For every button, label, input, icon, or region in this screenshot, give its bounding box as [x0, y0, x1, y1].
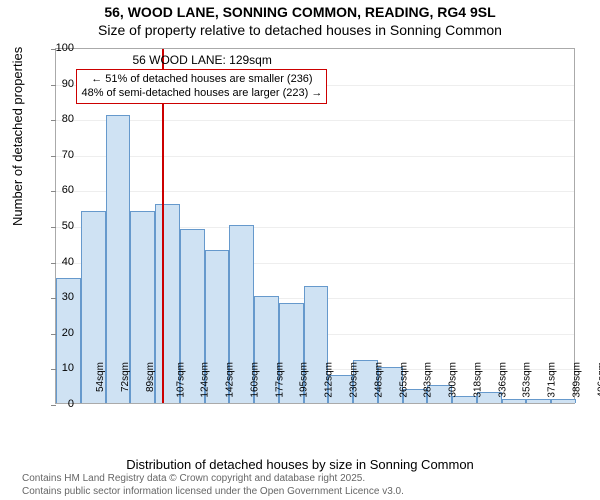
- y-tick-label: 40: [44, 256, 74, 268]
- chart-title-line1: 56, WOOD LANE, SONNING COMMON, READING, …: [0, 4, 600, 22]
- chart-container: 56, WOOD LANE, SONNING COMMON, READING, …: [0, 0, 600, 500]
- y-tick-label: 60: [44, 184, 74, 196]
- x-tick-label: 353sqm: [522, 362, 533, 398]
- chart-footer: Contains HM Land Registry data © Crown c…: [22, 473, 404, 498]
- x-axis-label: Distribution of detached houses by size …: [0, 457, 600, 472]
- y-tick-label: 50: [44, 220, 74, 232]
- annotation-line2: 48% of semi-detached houses are larger (…: [81, 86, 322, 100]
- x-tick-label: 89sqm: [145, 362, 156, 392]
- x-tick-label: 107sqm: [175, 362, 186, 398]
- chart-title-line2: Size of property relative to detached ho…: [0, 22, 600, 40]
- histogram-bar: [502, 399, 527, 403]
- histogram-bar: [551, 399, 576, 403]
- histogram-bar: [106, 115, 131, 403]
- x-tick-label: 283sqm: [423, 362, 434, 398]
- x-tick-label: 265sqm: [398, 362, 409, 398]
- plot-area: 56 WOOD LANE: 129sqm ← 51% of detached ho…: [55, 48, 575, 404]
- x-tick-label: 142sqm: [225, 362, 236, 398]
- footer-line1: Contains HM Land Registry data © Crown c…: [22, 473, 404, 486]
- x-tick-label: 124sqm: [200, 362, 211, 398]
- annotation-line1: ← 51% of detached houses are smaller (23…: [81, 72, 322, 86]
- y-tick-label: 70: [44, 149, 74, 161]
- x-tick-label: 212sqm: [324, 362, 335, 398]
- x-tick-label: 300sqm: [448, 362, 459, 398]
- y-tick-label: 90: [44, 78, 74, 90]
- y-tick-label: 80: [44, 113, 74, 125]
- x-tick-label: 160sqm: [250, 362, 261, 398]
- footer-line2: Contains public sector information licen…: [22, 486, 404, 499]
- y-tick-label: 20: [44, 327, 74, 339]
- marker-annotation-box: ← 51% of detached houses are smaller (23…: [76, 69, 327, 104]
- x-tick-label: 54sqm: [95, 362, 106, 392]
- x-tick-label: 177sqm: [274, 362, 285, 398]
- y-tick-label: 100: [44, 42, 74, 54]
- y-tick-label: 30: [44, 291, 74, 303]
- x-tick-label: 389sqm: [571, 362, 582, 398]
- x-tick-label: 72sqm: [120, 362, 131, 392]
- x-tick-label: 406sqm: [596, 362, 600, 398]
- grid-line: [56, 191, 574, 192]
- x-tick-label: 230sqm: [349, 362, 360, 398]
- y-tick-label: 10: [44, 362, 74, 374]
- x-tick-label: 195sqm: [299, 362, 310, 398]
- x-tick-label: 371sqm: [547, 362, 558, 398]
- x-tick-label: 336sqm: [497, 362, 508, 398]
- y-axis-label: Number of detached properties: [10, 47, 25, 226]
- title-block: 56, WOOD LANE, SONNING COMMON, READING, …: [0, 0, 600, 39]
- histogram-bar: [526, 399, 551, 403]
- x-tick-label: 318sqm: [472, 362, 483, 398]
- chart-area: 56 WOOD LANE: 129sqm ← 51% of detached ho…: [55, 48, 575, 404]
- y-tick-label: 0: [44, 398, 74, 410]
- grid-line: [56, 156, 574, 157]
- x-tick-label: 248sqm: [373, 362, 384, 398]
- grid-line: [56, 120, 574, 121]
- marker-title: 56 WOOD LANE: 129sqm: [132, 53, 271, 67]
